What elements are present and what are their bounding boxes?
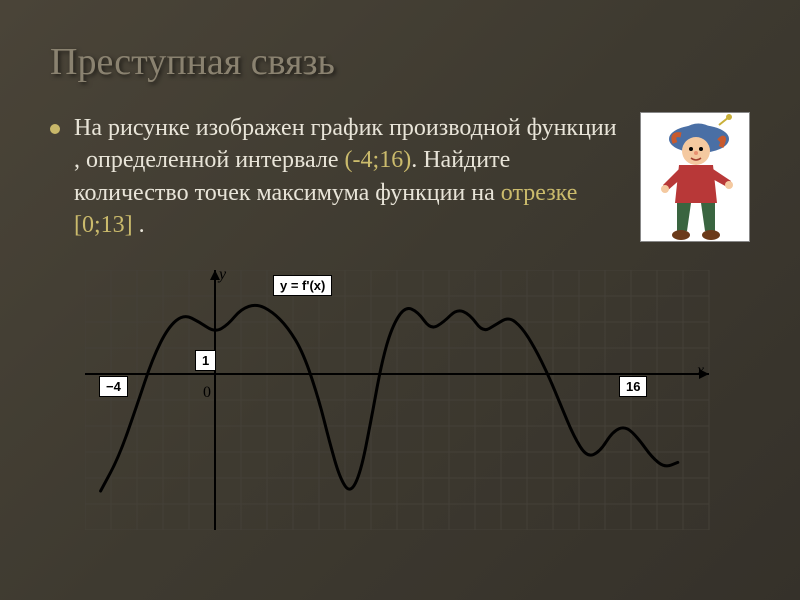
chart-label-x: x bbox=[697, 362, 704, 380]
derivative-chart: y = f'(x) −4 1 16 0 y x bbox=[85, 270, 715, 530]
chart-label-sixteen: 16 bbox=[619, 376, 647, 397]
boy-icon bbox=[641, 113, 751, 243]
slide: Преступная связь На рисунке изображен гр… bbox=[0, 0, 800, 600]
bullet-dot-icon bbox=[50, 124, 60, 134]
bullet-block: На рисунке изображен график производной … bbox=[50, 112, 624, 242]
chart-label-func: y = f'(x) bbox=[273, 275, 332, 296]
slide-title: Преступная связь bbox=[50, 40, 750, 84]
chart-svg bbox=[85, 270, 715, 530]
content-row: На рисунке изображен график производной … bbox=[50, 112, 750, 242]
chart-label-y: y bbox=[219, 266, 226, 284]
chart-label-neg4: −4 bbox=[99, 376, 128, 397]
boy-illustration bbox=[640, 112, 750, 242]
chart-label-zero: 0 bbox=[203, 384, 211, 402]
body-text: На рисунке изображен график производной … bbox=[74, 112, 624, 242]
chart-label-one: 1 bbox=[195, 350, 216, 371]
body-interval: (-4;16) bbox=[345, 147, 412, 173]
body-p3: . bbox=[133, 212, 145, 238]
